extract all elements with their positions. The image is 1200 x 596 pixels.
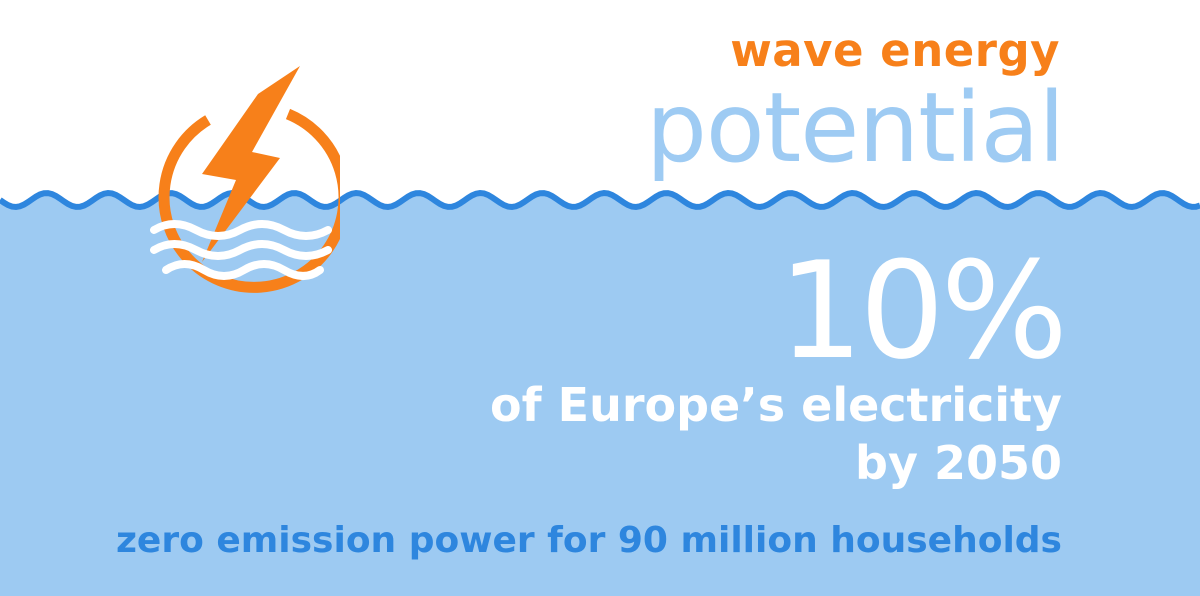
heading-line1: wave energy [730,24,1060,77]
stat-value: 10% [778,233,1068,389]
stat-label-line1: of Europe’s electricity [490,378,1062,432]
footnote: zero emission power for 90 million house… [115,520,1062,561]
stat-label: of Europe’s electricity by 2050 [490,376,1062,492]
heading-line2: potential [645,72,1065,184]
ring-icon [158,108,340,293]
wave-line [0,189,1200,211]
stat-label-line2: by 2050 [855,436,1062,490]
waves-icon [150,220,332,280]
wave-energy-logo-icon [150,66,340,293]
water-fill [0,193,1200,596]
lightning-bolt-icon [202,66,300,262]
